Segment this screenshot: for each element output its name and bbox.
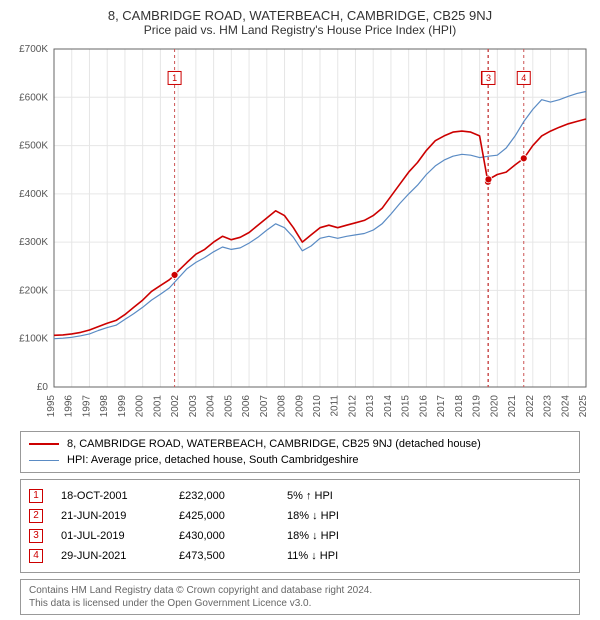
svg-text:2008: 2008: [277, 395, 288, 418]
legend-swatch: [29, 443, 59, 445]
svg-text:2001: 2001: [152, 395, 163, 418]
svg-text:2015: 2015: [401, 395, 412, 418]
legend-item: 8, CAMBRIDGE ROAD, WATERBEACH, CAMBRIDGE…: [29, 436, 571, 452]
svg-text:1: 1: [172, 73, 177, 83]
svg-text:1997: 1997: [81, 395, 92, 418]
svg-text:£200K: £200K: [19, 285, 48, 296]
svg-text:2005: 2005: [223, 395, 234, 418]
transaction-price: £473,500: [179, 546, 269, 566]
page-subtitle: Price paid vs. HM Land Registry's House …: [8, 23, 592, 37]
legend-swatch: [29, 460, 59, 461]
transaction-date: 21-JUN-2019: [61, 506, 161, 526]
svg-text:2003: 2003: [188, 395, 199, 418]
svg-text:1998: 1998: [99, 395, 110, 418]
transaction-index: 4: [29, 549, 43, 563]
legend-label: HPI: Average price, detached house, Sout…: [67, 452, 358, 468]
transaction-price: £232,000: [179, 486, 269, 506]
svg-text:£0: £0: [37, 382, 49, 393]
legend-item: HPI: Average price, detached house, Sout…: [29, 452, 571, 468]
svg-text:2024: 2024: [560, 395, 571, 418]
transaction-index: 3: [29, 529, 43, 543]
svg-text:4: 4: [521, 73, 526, 83]
svg-text:2021: 2021: [507, 395, 518, 418]
svg-text:2023: 2023: [543, 395, 554, 418]
svg-text:2009: 2009: [294, 395, 305, 418]
legend: 8, CAMBRIDGE ROAD, WATERBEACH, CAMBRIDGE…: [20, 431, 580, 473]
svg-text:2018: 2018: [454, 395, 465, 418]
transaction-date: 29-JUN-2021: [61, 546, 161, 566]
svg-text:2006: 2006: [241, 395, 252, 418]
transactions-table: 1 18-OCT-2001 £232,000 5% ↑ HPI 2 21-JUN-2019…: [20, 479, 580, 573]
transaction-index: 2: [29, 509, 43, 523]
svg-text:£500K: £500K: [19, 141, 48, 152]
svg-text:2025: 2025: [578, 395, 589, 418]
svg-text:1995: 1995: [46, 395, 57, 418]
svg-text:2017: 2017: [436, 395, 447, 418]
transaction-date: 18-OCT-2001: [61, 486, 161, 506]
price-chart: £0 £100K £200K £300K £400K £500K £600K £700K 199…: [8, 43, 592, 423]
svg-text:2011: 2011: [330, 395, 341, 417]
transaction-index: 1: [29, 489, 43, 503]
svg-text:2019: 2019: [472, 395, 483, 418]
transaction-date: 01-JUL-2019: [61, 526, 161, 546]
transaction-delta: 5% ↑ HPI: [287, 486, 387, 506]
svg-text:£700K: £700K: [19, 44, 48, 55]
svg-text:2004: 2004: [206, 395, 217, 418]
svg-text:2022: 2022: [525, 395, 536, 418]
legend-label: 8, CAMBRIDGE ROAD, WATERBEACH, CAMBRIDGE…: [67, 436, 481, 452]
transaction-row: 4 29-JUN-2021 £473,500 11% ↓ HPI: [29, 546, 571, 566]
svg-text:2020: 2020: [489, 395, 500, 418]
transaction-row: 2 21-JUN-2019 £425,000 18% ↓ HPI: [29, 506, 571, 526]
transaction-delta: 11% ↓ HPI: [287, 546, 387, 566]
svg-text:2016: 2016: [418, 395, 429, 418]
transaction-row: 1 18-OCT-2001 £232,000 5% ↑ HPI: [29, 486, 571, 506]
svg-text:£400K: £400K: [19, 189, 48, 200]
svg-text:2010: 2010: [312, 395, 323, 418]
transaction-delta: 18% ↓ HPI: [287, 526, 387, 546]
svg-text:2012: 2012: [347, 395, 358, 418]
svg-text:2000: 2000: [135, 395, 146, 418]
svg-text:£600K: £600K: [19, 92, 48, 103]
footer-line: Contains HM Land Registry data © Crown c…: [29, 584, 571, 597]
page-title: 8, CAMBRIDGE ROAD, WATERBEACH, CAMBRIDGE…: [8, 8, 592, 23]
svg-text:2007: 2007: [259, 395, 270, 418]
svg-text:2014: 2014: [383, 395, 394, 418]
svg-text:£300K: £300K: [19, 237, 48, 248]
transaction-row: 3 01-JUL-2019 £430,000 18% ↓ HPI: [29, 526, 571, 546]
svg-text:2002: 2002: [170, 395, 181, 418]
svg-text:1999: 1999: [117, 395, 128, 418]
svg-text:3: 3: [486, 73, 491, 83]
transaction-delta: 18% ↓ HPI: [287, 506, 387, 526]
footer-line: This data is licensed under the Open Gov…: [29, 597, 571, 610]
svg-text:1996: 1996: [64, 395, 75, 418]
svg-text:2013: 2013: [365, 395, 376, 418]
svg-text:£100K: £100K: [19, 334, 48, 345]
transaction-price: £430,000: [179, 526, 269, 546]
attribution-footer: Contains HM Land Registry data © Crown c…: [20, 579, 580, 615]
transaction-price: £425,000: [179, 506, 269, 526]
